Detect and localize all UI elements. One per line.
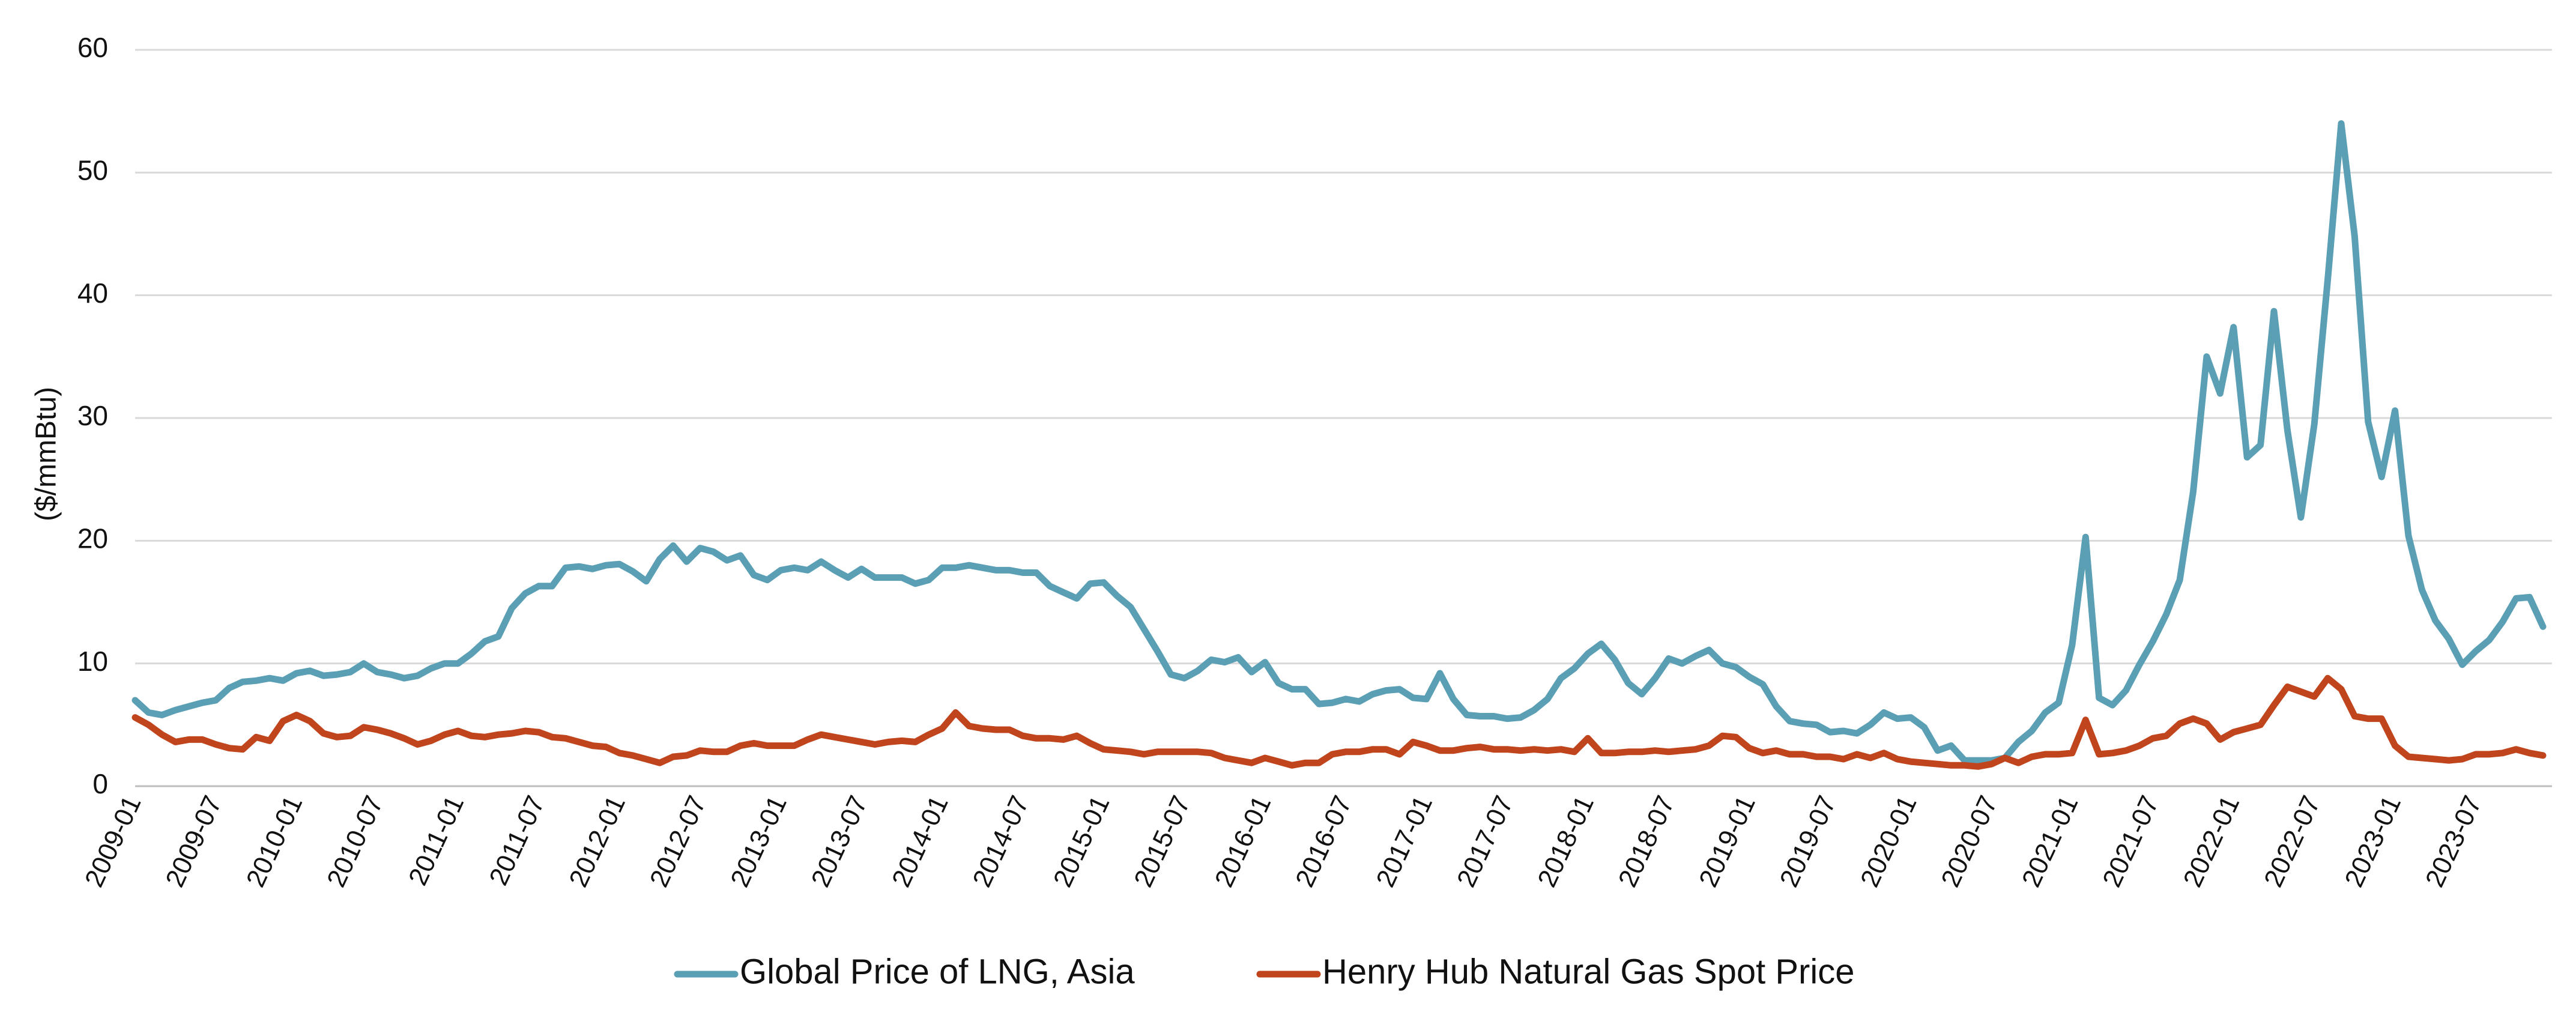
y-axis-title: ($/mmBtu) — [31, 387, 62, 521]
y-tick-label: 60 — [77, 32, 108, 63]
x-tick-label: 2015-01 — [1048, 791, 1116, 891]
x-tick-label: 2023-01 — [2339, 791, 2407, 891]
x-tick-label: 2010-01 — [241, 791, 309, 891]
x-tick-label: 2017-07 — [1451, 791, 1519, 891]
line-series — [132, 674, 2547, 770]
x-tick-label: 2017-01 — [1371, 791, 1439, 891]
x-tick-label: 2019-07 — [1774, 791, 1842, 891]
y-tick-label: 10 — [77, 646, 108, 677]
x-tick-label: 2013-07 — [806, 791, 874, 891]
x-tick-label: 2022-07 — [2258, 791, 2326, 891]
x-tick-label: 2011-01 — [403, 791, 470, 889]
x-tick-label: 2021-07 — [2097, 791, 2165, 891]
x-tick-label: 2011-07 — [483, 791, 550, 889]
y-tick-label: 20 — [77, 523, 108, 554]
x-tick-label: 2013-01 — [725, 791, 793, 891]
x-tick-label: 2009-01 — [79, 791, 147, 891]
x-tick-label: 2020-07 — [1935, 791, 2003, 891]
x-tick-label: 2009-07 — [160, 791, 228, 891]
x-tick-label: 2015-07 — [1128, 791, 1196, 891]
y-tick-label: 0 — [92, 768, 108, 799]
x-tick-label: 2010-07 — [321, 791, 389, 891]
x-tick-label: 2014-01 — [886, 791, 954, 891]
y-tick-label: 30 — [77, 400, 108, 431]
x-tick-label: 2019-01 — [1693, 791, 1761, 891]
y-tick-label: 40 — [77, 277, 108, 309]
x-tick-label: 2012-07 — [644, 791, 712, 891]
y-tick-label: 50 — [77, 154, 108, 186]
x-tick-label: 2016-07 — [1290, 791, 1358, 891]
x-tick-label: 2014-07 — [967, 791, 1035, 891]
x-tick-label: 2016-01 — [1209, 791, 1277, 891]
x-tick-label: 2018-01 — [1532, 791, 1600, 891]
x-tick-label: 2020-01 — [1855, 791, 1923, 891]
x-tick-label: 2018-07 — [1613, 791, 1681, 891]
line-series — [132, 120, 2547, 764]
x-tick-label: 2012-01 — [563, 791, 631, 891]
x-tick-label: 2021-01 — [2016, 791, 2084, 891]
legend-label: Global Price of LNG, Asia — [740, 952, 1135, 991]
x-tick-label: 2023-07 — [2420, 791, 2488, 891]
legend-label: Henry Hub Natural Gas Spot Price — [1322, 952, 1854, 991]
x-tick-label: 2022-01 — [2178, 791, 2246, 891]
